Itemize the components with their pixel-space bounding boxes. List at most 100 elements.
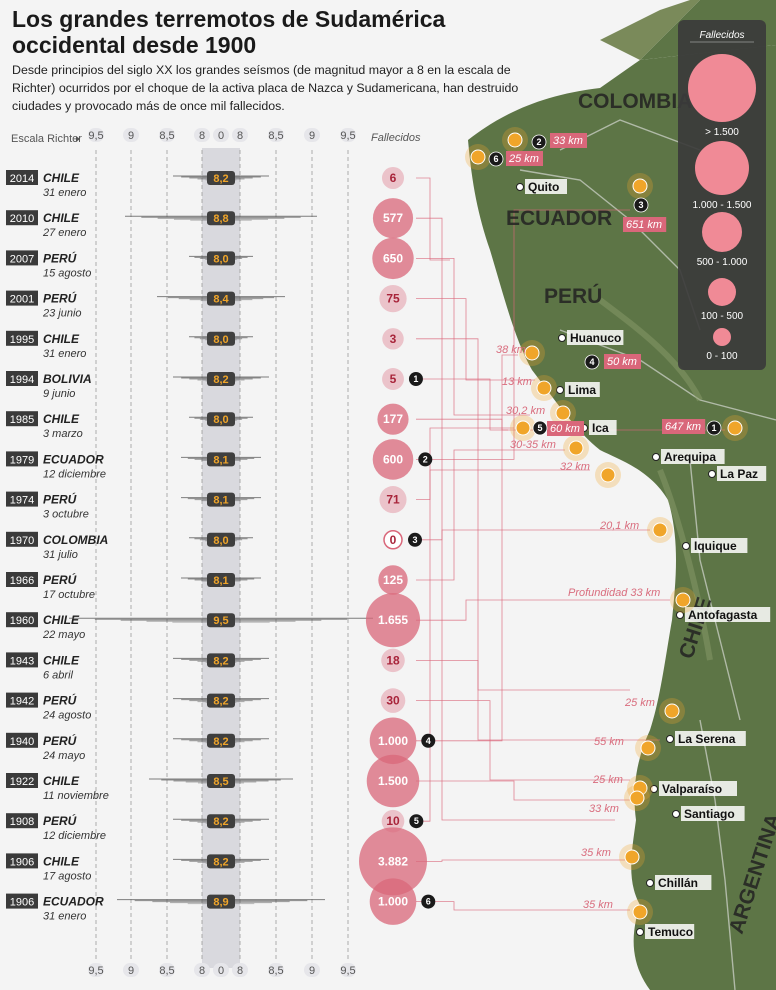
city-marker: Huanuco	[558, 330, 624, 345]
date-label: 3 marzo	[43, 428, 83, 440]
city-marker: Ica	[580, 420, 617, 435]
legend-label: 1.000 - 1.500	[693, 200, 752, 211]
city-label: Temuco	[648, 925, 693, 939]
magnitude-badge	[207, 452, 235, 467]
year-badge	[6, 732, 38, 748]
x-tick-label: 9	[309, 965, 315, 977]
fatalities-bubble: 1.000 4	[369, 717, 436, 765]
depth-badge	[547, 421, 584, 436]
depth-label: 20,1 km	[599, 520, 639, 532]
magnitude-badge	[207, 814, 235, 829]
chart-title: Los grandes terremotos de Sudamérica occ…	[12, 6, 446, 58]
x-tick-label: 8	[199, 965, 205, 977]
leader-line	[416, 700, 630, 781]
depth-label: 30-35 km	[510, 439, 556, 451]
depth-label: 30,2 km	[506, 405, 545, 417]
year-label: 1960	[10, 615, 34, 627]
city-dot	[666, 735, 674, 743]
bubble-circle	[369, 717, 417, 765]
magnitude-badge	[207, 532, 235, 547]
city-dot	[516, 183, 524, 191]
epicenter-dot	[507, 132, 523, 148]
magnitude-label: 8,2	[213, 816, 228, 828]
city-label-bg	[717, 466, 767, 481]
date-label: 11 noviembre	[43, 790, 109, 802]
fatalities-label: 600	[383, 452, 403, 466]
year-label: 2001	[10, 294, 34, 306]
year-label: 1906	[10, 897, 34, 909]
depth-label: 35 km	[581, 847, 611, 859]
magnitude-label: 8,5	[213, 776, 228, 788]
leader-line	[416, 338, 630, 691]
country-label: CHILE	[43, 613, 80, 627]
fatalities-bubble: 18	[381, 648, 405, 673]
city-label: Iquique	[694, 539, 737, 553]
legend-label: 100 - 500	[701, 311, 744, 322]
city-dot	[672, 810, 680, 818]
epicenter-dot	[600, 467, 616, 483]
city-marker: Iquique	[682, 538, 748, 553]
year-label: 1979	[10, 454, 34, 466]
x-tick-label: 8,5	[268, 130, 283, 142]
legend-label: 500 - 1.000	[697, 257, 748, 268]
fatalities-bubble: 6	[381, 166, 405, 190]
map-event-marker	[584, 354, 600, 370]
magnitude-badge	[207, 854, 235, 869]
leader-line	[416, 177, 450, 261]
fatalities-label: 75	[386, 292, 400, 306]
map-event-marker	[532, 420, 548, 436]
depth-badge	[550, 133, 587, 148]
depth-label: 25 km	[508, 153, 539, 165]
bubble-circle	[383, 530, 403, 550]
year-badge	[6, 773, 38, 788]
magnitude-label: 8,4	[213, 294, 229, 306]
epicenter-dot	[652, 522, 668, 538]
x-tick-label: 0	[218, 965, 224, 977]
fatalities-label: 6	[390, 171, 397, 185]
depth-label: 55 km	[594, 736, 624, 748]
epicenter	[531, 375, 557, 401]
event-marker	[418, 452, 433, 467]
magnitude-label: 8,9	[213, 897, 228, 909]
x-tick-label: 8,5	[159, 130, 174, 142]
fatalities-label: 0	[390, 533, 397, 547]
map-event-marker	[633, 197, 649, 213]
fatalities-header: Fallecidos	[371, 132, 421, 144]
fatalities-label: 30	[386, 694, 400, 708]
magnitude-label: 9,5	[213, 615, 228, 627]
magnitude-label: 8,0	[213, 253, 228, 265]
tick-pill	[88, 128, 104, 142]
fatalities-bubble: 3	[382, 328, 404, 350]
magnitude-label: 8,2	[213, 374, 228, 386]
epicenter-dot	[629, 790, 645, 806]
year-badge	[6, 572, 38, 587]
magnitude-label: 8,0	[213, 535, 228, 547]
city-label: Chillán	[658, 876, 698, 890]
legend-bubble	[688, 54, 756, 122]
bubble-circle	[369, 878, 417, 925]
fatalities-label: 3	[390, 332, 397, 346]
year-badge	[6, 250, 38, 266]
fatalities-label: 177	[383, 412, 403, 426]
x-tick-label: 8	[237, 965, 243, 977]
city-dot	[682, 542, 690, 550]
tick-pill	[123, 963, 139, 977]
city-dot	[650, 785, 658, 793]
epicenter-dot	[568, 440, 584, 456]
earthquake-row: 2007 PERÚ 15 agosto 8,0	[6, 250, 253, 279]
city-dot	[636, 928, 644, 936]
city-marker: Chillán	[646, 875, 712, 890]
year-badge	[6, 652, 38, 668]
year-label: 1994	[10, 374, 34, 386]
city-marker: La Paz	[708, 466, 767, 481]
epicenter	[563, 435, 589, 461]
city-label: La Serena	[678, 732, 736, 746]
magnitude-badge	[207, 894, 235, 909]
year-label: 1943	[10, 655, 34, 667]
bubble-circle	[378, 565, 408, 595]
earthquake-row: 1970 COLOMBIA 31 julio 8,0	[6, 531, 253, 561]
year-badge	[6, 692, 38, 708]
fatalities-label: 577	[383, 211, 403, 225]
earthquake-row: 1908 PERÚ 12 diciembre 8,2	[6, 813, 269, 842]
x-tick-label: 0	[218, 130, 224, 142]
